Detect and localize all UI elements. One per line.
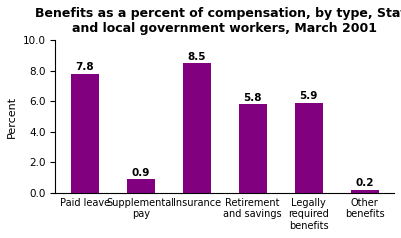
Bar	[350, 190, 379, 193]
Text: 8.5: 8.5	[187, 52, 206, 62]
Bar	[71, 74, 99, 193]
Bar	[295, 103, 323, 193]
Text: 0.2: 0.2	[355, 178, 374, 188]
Text: 5.9: 5.9	[300, 91, 318, 101]
Bar	[127, 179, 155, 193]
Bar	[182, 63, 211, 193]
Text: 0.9: 0.9	[132, 168, 150, 178]
Text: 5.8: 5.8	[243, 93, 262, 103]
Title: Benefits as a percent of compensation, by type, State
and local government worke: Benefits as a percent of compensation, b…	[35, 7, 401, 35]
Y-axis label: Percent: Percent	[7, 96, 17, 138]
Text: 7.8: 7.8	[75, 62, 94, 72]
Bar	[239, 104, 267, 193]
